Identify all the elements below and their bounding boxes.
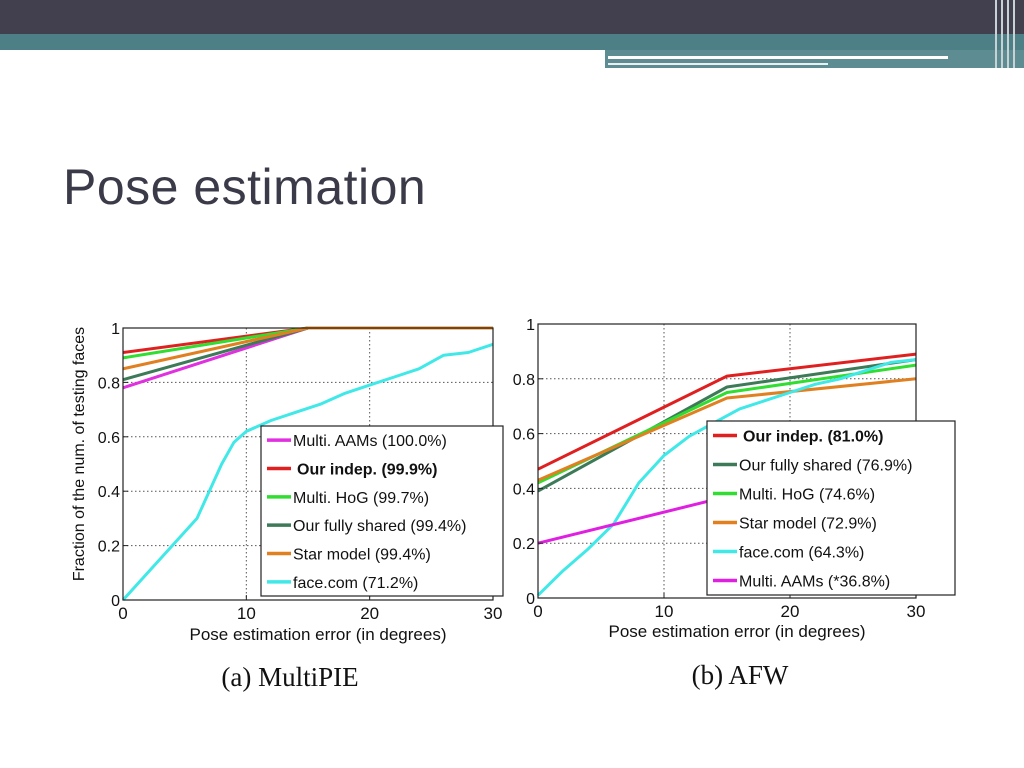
decor-stripe <box>1001 0 1003 68</box>
legend: Multi. AAMs (100.0%) Our indep. (99.9%) Mu… <box>260 425 504 597</box>
accent-bar-right <box>605 50 1024 68</box>
decor-stripe <box>1007 0 1009 68</box>
series-line-5 <box>536 358 917 597</box>
x-tick-label: 30 <box>484 604 503 623</box>
legend-label: Multi. AAMs (100.0%) <box>293 433 447 450</box>
accent-line <box>608 56 948 59</box>
legend-label: Star model (72.9%) <box>739 516 877 533</box>
x-tick-label: 20 <box>360 604 379 623</box>
y-tick-label: 1 <box>111 321 120 338</box>
legend-label: Our fully shared (99.4%) <box>293 518 466 535</box>
chart-2: 0 10 20 30 0 0.2 0.4 0.6 0.8 1 Pose estimation err… <box>513 317 956 690</box>
legend-box <box>706 420 956 596</box>
legend-label: Our fully shared (76.9%) <box>739 458 912 475</box>
y-tick-label: 0.8 <box>98 375 120 392</box>
y-tick-label: 0 <box>526 591 535 608</box>
chart-caption: (b) AFW <box>692 660 789 690</box>
legend-label: Star model (99.4%) <box>293 547 431 564</box>
y-tick-label: 0.6 <box>513 427 535 444</box>
legend-label: face.com (71.2%) <box>293 575 418 592</box>
series-line-1 <box>537 352 917 471</box>
legend-label: Multi. HoG (99.7%) <box>293 490 429 507</box>
x-tick-label: 0 <box>118 604 127 623</box>
series-line-2 <box>537 358 917 493</box>
y-tick-label: 0.2 <box>98 539 120 556</box>
x-tick-label: 20 <box>781 602 800 621</box>
accent-bar <box>0 34 1024 50</box>
y-axis-label: Fraction of the num. of testing faces <box>71 327 88 581</box>
slide-title: Pose estimation <box>63 159 427 215</box>
x-tick-label: 30 <box>907 602 926 621</box>
chart-1: 0 10 20 30 0 0.2 0.4 0.6 0.8 1 Pose estimation err… <box>71 321 504 692</box>
decor-stripe <box>1013 0 1015 68</box>
y-tick-label: 0.4 <box>513 481 535 498</box>
y-tick-label: 0 <box>111 593 120 610</box>
legend-label: Multi. AAMs (*36.8%) <box>739 574 890 591</box>
legend-label: Multi. HoG (74.6%) <box>739 487 875 504</box>
x-tick-label: 0 <box>533 602 542 621</box>
chart-caption: (a) MultiPIE <box>221 662 358 692</box>
figure: 0 10 20 30 0 0.2 0.4 0.6 0.8 1 Pose estimation err… <box>0 300 1024 700</box>
x-tick-label: 10 <box>655 602 674 621</box>
y-tick-label: 0.8 <box>513 372 535 389</box>
y-tick-label: 1 <box>526 317 535 334</box>
x-tick-label: 10 <box>237 604 256 623</box>
x-axis-label: Pose estimation error (in degrees) <box>189 625 446 644</box>
y-tick-label: 0.6 <box>98 430 120 447</box>
legend-box <box>260 425 504 597</box>
series-line-4 <box>537 377 917 482</box>
legend: Our indep. (81.0%) Our fully shared (76.9… <box>706 420 956 596</box>
y-tick-label: 0.4 <box>98 484 120 501</box>
x-axis-label: Pose estimation error (in degrees) <box>608 622 865 641</box>
legend-label: Our indep. (81.0%) <box>743 429 883 446</box>
series-line-6 <box>537 495 728 545</box>
decor-stripe <box>995 0 997 68</box>
legend-label: face.com (64.3%) <box>739 545 864 562</box>
y-tick-label: 0.2 <box>513 536 535 553</box>
legend-label: Our indep. (99.9%) <box>297 462 437 479</box>
accent-line <box>608 63 828 65</box>
series-line-6 <box>121 342 494 602</box>
header-bar <box>0 0 1024 34</box>
